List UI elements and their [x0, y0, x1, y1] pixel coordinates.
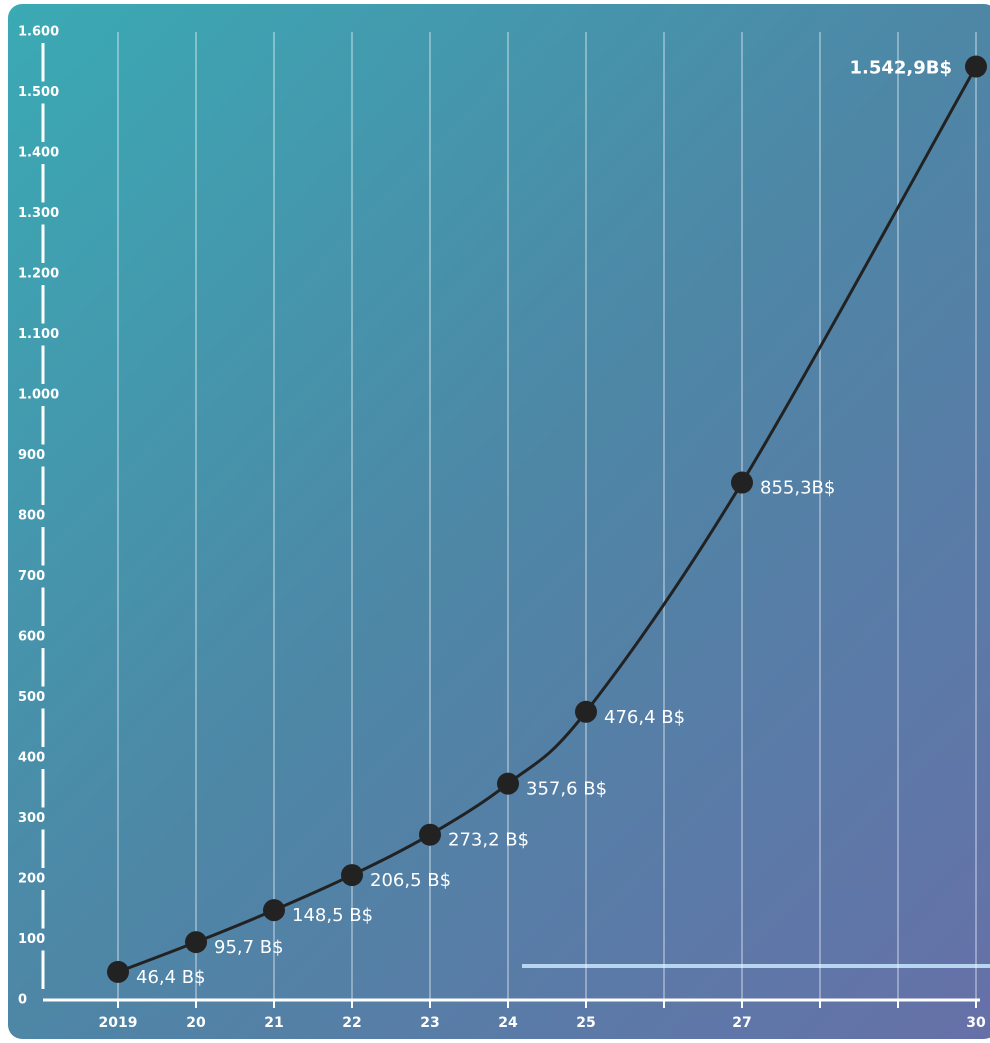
y-tick-label: 1.200	[18, 267, 59, 282]
point	[965, 55, 987, 78]
y-tick-label: 1.300	[18, 206, 59, 221]
point	[107, 960, 129, 983]
y-tick-label: 300	[18, 811, 45, 826]
y-tick-label: 800	[18, 509, 45, 524]
y-tick-label: 0	[18, 993, 27, 1008]
x-tick-label: 23	[420, 1015, 439, 1031]
y-tick-label: 400	[18, 751, 45, 766]
y-tick-label: 500	[18, 690, 45, 705]
x-tick-label: 21	[264, 1015, 283, 1031]
x-tick-label: 20	[186, 1015, 206, 1031]
value-label: 46,4 B$	[136, 967, 206, 988]
value-label: 476,4 B$	[604, 707, 685, 728]
value-label: 273,2 B$	[448, 830, 529, 851]
point	[575, 700, 597, 723]
value-label: 1.542,9B$	[849, 58, 952, 79]
value-label: 206,5 B$	[370, 870, 451, 891]
value-label: 148,5 B$	[292, 905, 373, 926]
y-tick-label: 100	[18, 932, 45, 947]
y-tick-label: 1.000	[18, 388, 59, 403]
y-tick-label: 1.400	[18, 146, 59, 161]
x-tick-label: 25	[576, 1015, 595, 1031]
point	[497, 772, 519, 795]
y-tick-label: 600	[18, 630, 45, 645]
background	[8, 4, 990, 1039]
x-tick-label: 30	[966, 1015, 986, 1031]
y-tick-label: 700	[18, 569, 45, 584]
point	[263, 899, 285, 922]
point	[731, 471, 753, 494]
y-tick-label: 1.600	[18, 25, 59, 40]
value-label: 357,6 B$	[526, 779, 607, 800]
y-tick-label: 900	[18, 448, 45, 463]
point	[419, 823, 441, 846]
y-tick-label: 200	[18, 872, 45, 887]
x-tick-label: 27	[732, 1015, 751, 1031]
x-tick-label: 2019	[99, 1015, 138, 1031]
value-label: 855,3B$	[760, 478, 835, 499]
point	[341, 864, 363, 887]
y-tick-label: 1.100	[18, 327, 59, 342]
point	[185, 931, 207, 954]
y-tick-label: 1.500	[18, 85, 59, 100]
value-label: 95,7 B$	[214, 937, 284, 958]
x-tick-label: 22	[342, 1015, 361, 1031]
x-tick-label: 24	[498, 1015, 518, 1031]
